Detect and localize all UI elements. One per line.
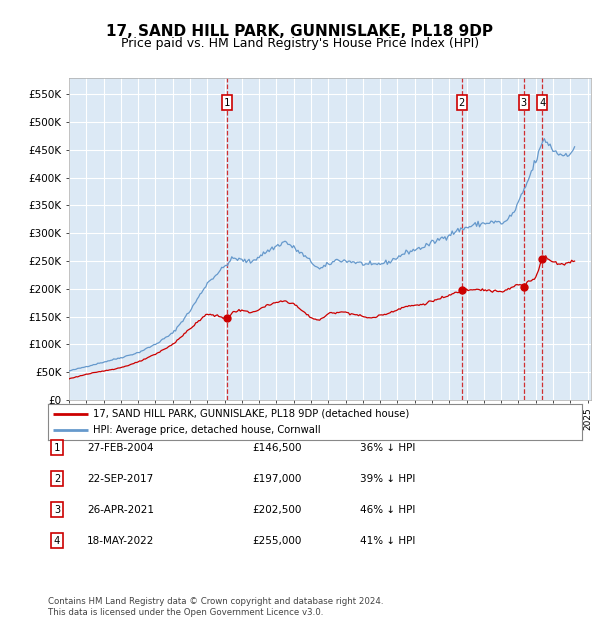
Text: 4: 4 xyxy=(539,97,545,107)
Text: 46% ↓ HPI: 46% ↓ HPI xyxy=(360,505,415,515)
Text: 39% ↓ HPI: 39% ↓ HPI xyxy=(360,474,415,484)
Text: Price paid vs. HM Land Registry's House Price Index (HPI): Price paid vs. HM Land Registry's House … xyxy=(121,37,479,50)
Text: 4: 4 xyxy=(54,536,60,546)
Text: £146,500: £146,500 xyxy=(252,443,302,453)
Text: £197,000: £197,000 xyxy=(252,474,301,484)
Text: 22-SEP-2017: 22-SEP-2017 xyxy=(87,474,153,484)
Text: 17, SAND HILL PARK, GUNNISLAKE, PL18 9DP: 17, SAND HILL PARK, GUNNISLAKE, PL18 9DP xyxy=(107,24,493,38)
Text: 26-APR-2021: 26-APR-2021 xyxy=(87,505,154,515)
Text: 2: 2 xyxy=(54,474,60,484)
Text: 1: 1 xyxy=(54,443,60,453)
Text: 36% ↓ HPI: 36% ↓ HPI xyxy=(360,443,415,453)
Text: 17, SAND HILL PARK, GUNNISLAKE, PL18 9DP (detached house): 17, SAND HILL PARK, GUNNISLAKE, PL18 9DP… xyxy=(94,409,410,419)
Text: £202,500: £202,500 xyxy=(252,505,301,515)
Text: 27-FEB-2004: 27-FEB-2004 xyxy=(87,443,154,453)
Text: 41% ↓ HPI: 41% ↓ HPI xyxy=(360,536,415,546)
Text: 18-MAY-2022: 18-MAY-2022 xyxy=(87,536,154,546)
Text: Contains HM Land Registry data © Crown copyright and database right 2024.
This d: Contains HM Land Registry data © Crown c… xyxy=(48,598,383,617)
Text: 3: 3 xyxy=(521,97,527,107)
Text: 2: 2 xyxy=(458,97,465,107)
Text: 3: 3 xyxy=(54,505,60,515)
Text: HPI: Average price, detached house, Cornwall: HPI: Average price, detached house, Corn… xyxy=(94,425,321,435)
Text: £255,000: £255,000 xyxy=(252,536,301,546)
Text: 1: 1 xyxy=(224,97,230,107)
